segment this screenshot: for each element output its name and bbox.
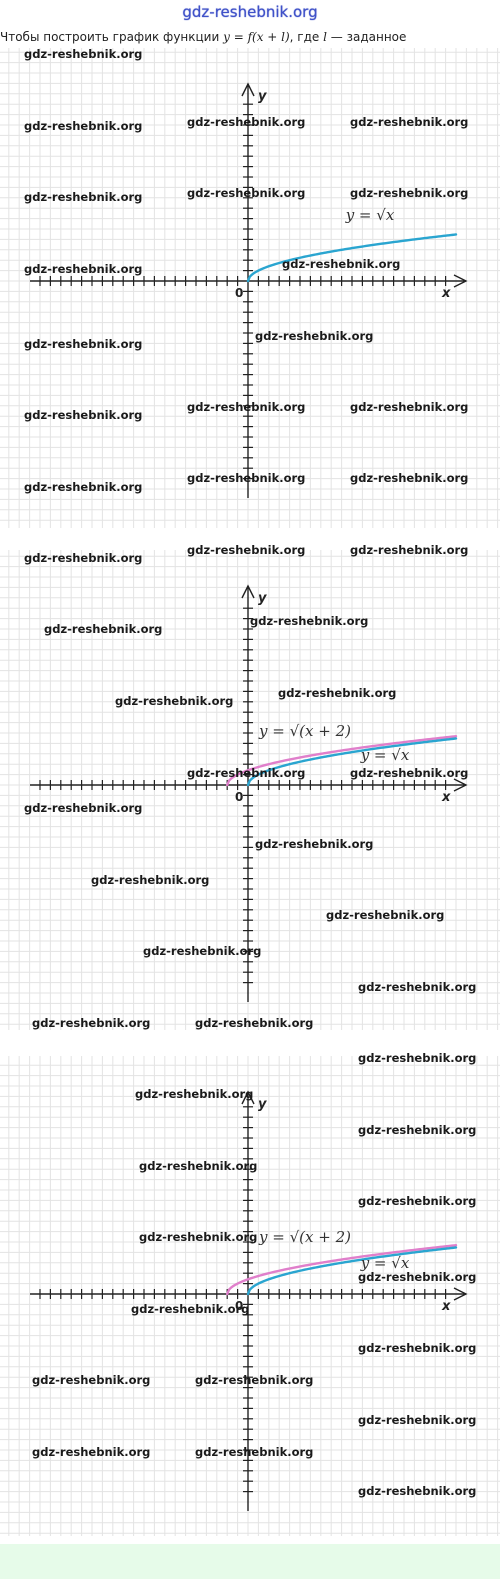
watermark: gdz-reshebnik.org bbox=[131, 1302, 250, 1316]
watermark: gdz-reshebnik.org bbox=[358, 980, 477, 994]
axis-ticks bbox=[39, 103, 447, 480]
watermark: gdz-reshebnik.org bbox=[350, 543, 469, 557]
watermark: gdz-reshebnik.org bbox=[350, 115, 469, 129]
series-line-sqrt-x bbox=[246, 737, 458, 787]
site-header: gdz-reshebnik.org bbox=[0, 0, 500, 26]
intro-variable: l bbox=[323, 30, 327, 44]
origin-label: 0 bbox=[235, 286, 243, 300]
series-line-sqrt-x-plus-2 bbox=[226, 735, 458, 787]
footer-bar bbox=[0, 1544, 500, 1579]
watermark: gdz-reshebnik.org bbox=[358, 1413, 477, 1427]
y-axis-arrow bbox=[241, 1090, 255, 1105]
series-line-sqrt-x bbox=[246, 1246, 458, 1296]
intro-text-end: — заданное bbox=[326, 30, 407, 44]
y-axis-label: y bbox=[258, 1097, 267, 1112]
watermark: gdz-reshebnik.org bbox=[24, 551, 143, 565]
intro-text-after: , где bbox=[289, 30, 320, 44]
watermark: gdz-reshebnik.org bbox=[24, 480, 143, 494]
watermark: gdz-reshebnik.org bbox=[358, 1484, 477, 1498]
series-label-sqrt-x: y = √x bbox=[360, 746, 410, 764]
chart-panel-2: x y 0 y = √(x + 2) y = √x bbox=[0, 550, 500, 1030]
watermark: gdz-reshebnik.org bbox=[326, 908, 445, 922]
watermark: gdz-reshebnik.org bbox=[187, 766, 306, 780]
site-link[interactable]: gdz-reshebnik.org bbox=[182, 3, 318, 21]
watermark: gdz-reshebnik.org bbox=[24, 190, 143, 204]
axes bbox=[30, 584, 468, 1002]
watermark: gdz-reshebnik.org bbox=[24, 262, 143, 276]
chart-sqrt-x-plus-2: x y 0 y = √(x + 2) y = √x bbox=[0, 550, 500, 1030]
axis-ticks bbox=[39, 1106, 447, 1493]
watermark: gdz-reshebnik.org bbox=[195, 1016, 314, 1030]
watermark: gdz-reshebnik.org bbox=[32, 1016, 151, 1030]
watermark: gdz-reshebnik.org bbox=[91, 873, 210, 887]
chart-panel-1: x y 0 y = √x bbox=[0, 48, 500, 528]
x-axis-label: x bbox=[441, 286, 451, 301]
watermark: gdz-reshebnik.org bbox=[350, 766, 469, 780]
watermark: gdz-reshebnik.org bbox=[143, 944, 262, 958]
chart-sqrt-comparison: x y 0 y = √(x + 2) y = √x bbox=[0, 1056, 500, 1536]
watermark: gdz-reshebnik.org bbox=[24, 47, 143, 61]
watermark: gdz-reshebnik.org bbox=[24, 337, 143, 351]
watermark: gdz-reshebnik.org bbox=[44, 622, 163, 636]
watermark: gdz-reshebnik.org bbox=[115, 694, 234, 708]
watermark: gdz-reshebnik.org bbox=[24, 408, 143, 422]
watermark: gdz-reshebnik.org bbox=[187, 543, 306, 557]
x-axis-arrow bbox=[453, 1287, 468, 1301]
chart-panel-3: x y 0 y = √(x + 2) y = √x bbox=[0, 1056, 500, 1536]
watermark: gdz-reshebnik.org bbox=[358, 1051, 477, 1065]
series-label-sqrt-x-plus-2: y = √(x + 2) bbox=[258, 722, 351, 740]
watermark: gdz-reshebnik.org bbox=[135, 1087, 254, 1101]
watermark: gdz-reshebnik.org bbox=[195, 1445, 314, 1459]
watermark: gdz-reshebnik.org bbox=[350, 400, 469, 414]
chart-sqrt-x: x y 0 y = √x bbox=[0, 48, 500, 528]
watermark: gdz-reshebnik.org bbox=[187, 115, 306, 129]
axis-ticks bbox=[39, 607, 447, 984]
watermark: gdz-reshebnik.org bbox=[139, 1159, 258, 1173]
origin-label: 0 bbox=[235, 790, 243, 804]
watermark: gdz-reshebnik.org bbox=[187, 186, 306, 200]
watermark: gdz-reshebnik.org bbox=[24, 119, 143, 133]
y-axis-label: y bbox=[258, 89, 267, 104]
y-axis-arrow bbox=[241, 584, 255, 599]
series-label-sqrt-x: y = √x bbox=[360, 1254, 410, 1272]
watermark: gdz-reshebnik.org bbox=[255, 837, 374, 851]
y-axis-arrow bbox=[241, 82, 255, 97]
watermark: gdz-reshebnik.org bbox=[187, 471, 306, 485]
x-axis-arrow bbox=[453, 274, 468, 288]
watermark: gdz-reshebnik.org bbox=[187, 400, 306, 414]
y-axis-label: y bbox=[258, 591, 267, 606]
origin-label: 0 bbox=[235, 1299, 243, 1313]
x-axis-label: x bbox=[441, 1299, 451, 1314]
watermark: gdz-reshebnik.org bbox=[250, 614, 369, 628]
watermark: gdz-reshebnik.org bbox=[32, 1373, 151, 1387]
watermark: gdz-reshebnik.org bbox=[358, 1123, 477, 1137]
watermark: gdz-reshebnik.org bbox=[255, 329, 374, 343]
watermark: gdz-reshebnik.org bbox=[358, 1194, 477, 1208]
watermark: gdz-reshebnik.org bbox=[350, 471, 469, 485]
watermark: gdz-reshebnik.org bbox=[358, 1341, 477, 1355]
x-axis-label: x bbox=[441, 790, 451, 805]
series-line-sqrt-x-plus-2 bbox=[226, 1244, 458, 1296]
series-label-sqrt-x-plus-2: y = √(x + 2) bbox=[258, 1228, 351, 1246]
watermark: gdz-reshebnik.org bbox=[24, 801, 143, 815]
watermark: gdz-reshebnik.org bbox=[350, 186, 469, 200]
watermark: gdz-reshebnik.org bbox=[32, 1445, 151, 1459]
watermark: gdz-reshebnik.org bbox=[278, 686, 397, 700]
intro-text: Чтобы построить график функции y = f(x +… bbox=[0, 30, 500, 48]
series-label-sqrt-x: y = √x bbox=[345, 206, 395, 224]
grid bbox=[0, 48, 500, 528]
x-axis-arrow bbox=[453, 778, 468, 792]
watermark: gdz-reshebnik.org bbox=[282, 257, 401, 271]
series-line-sqrt-x bbox=[246, 233, 458, 283]
intro-formula: y = f(x + l) bbox=[223, 30, 290, 44]
watermark: gdz-reshebnik.org bbox=[139, 1230, 258, 1244]
intro-text-before: Чтобы построить график функции bbox=[0, 30, 220, 44]
watermark: gdz-reshebnik.org bbox=[358, 1270, 477, 1284]
watermark: gdz-reshebnik.org bbox=[195, 1373, 314, 1387]
